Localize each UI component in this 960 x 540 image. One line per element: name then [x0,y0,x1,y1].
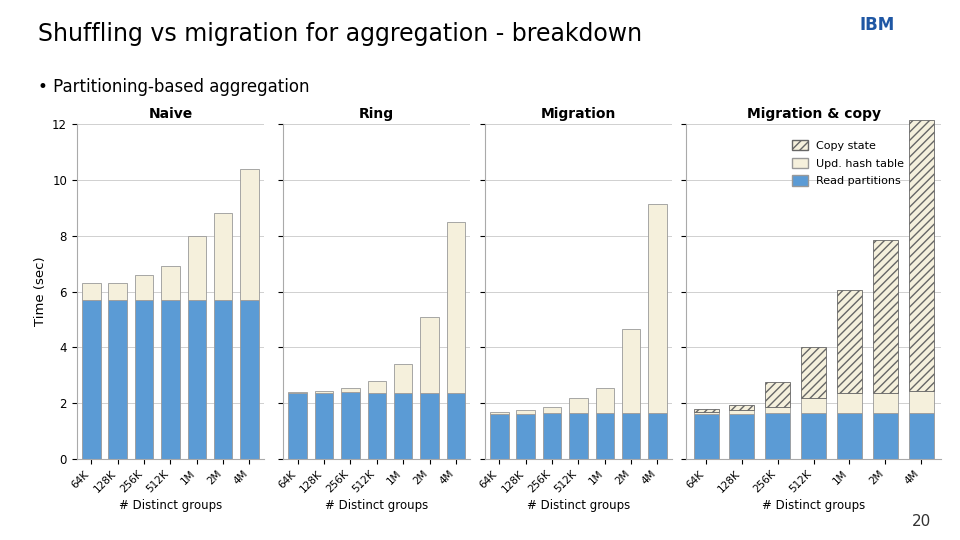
Bar [187,300,206,459]
Bar [765,382,790,407]
Bar [542,413,562,459]
Bar [873,394,898,413]
Bar [730,414,755,459]
Bar [368,381,386,394]
Bar [801,413,827,459]
Bar [908,413,934,459]
Text: IBM: IBM [859,16,895,34]
Bar [108,283,127,300]
Bar [765,413,790,459]
Text: Migration & copy: Migration & copy [747,107,880,121]
Bar [648,413,667,459]
Bar [801,347,827,397]
Bar [622,413,640,459]
Bar [341,388,360,392]
Bar [516,410,535,414]
X-axis label: # Distinct groups: # Distinct groups [762,499,865,512]
Bar [341,392,360,459]
Bar [420,316,439,394]
Bar [837,394,862,413]
Bar [801,397,827,413]
Bar [516,414,535,459]
Bar [693,411,719,414]
Bar [240,169,259,300]
Legend: Copy state, Upd. hash table, Read partitions: Copy state, Upd. hash table, Read partit… [788,137,908,190]
Y-axis label: Time (sec): Time (sec) [34,257,46,326]
Bar [908,120,934,390]
Bar [730,410,755,414]
Bar [187,236,206,300]
X-axis label: # Distinct groups: # Distinct groups [119,499,222,512]
Bar [837,290,862,394]
Bar [648,204,667,413]
Bar [446,222,466,394]
Text: • Partitioning-based aggregation: • Partitioning-based aggregation [38,78,310,96]
Bar [394,364,413,394]
X-axis label: # Distinct groups: # Distinct groups [527,499,630,512]
Bar [240,300,259,459]
Text: Shuffling vs migration for aggregation - breakdown: Shuffling vs migration for aggregation -… [38,22,642,45]
Bar [873,240,898,394]
Bar [288,394,307,459]
Bar [622,329,640,413]
Text: 20: 20 [912,514,931,529]
Bar [569,397,588,413]
Bar [134,300,154,459]
Bar [490,414,509,459]
Bar [214,213,232,300]
Bar [161,267,180,300]
Text: Ring: Ring [359,107,395,121]
Bar [315,393,333,459]
Text: Migration: Migration [540,107,616,121]
Bar [569,413,588,459]
Text: Naive: Naive [148,107,193,121]
Bar [161,300,180,459]
Bar [420,394,439,459]
Bar [134,275,154,300]
Bar [595,413,614,459]
Bar [873,413,898,459]
Bar [108,300,127,459]
Bar [82,283,101,300]
Bar [908,390,934,413]
Bar [446,394,466,459]
Bar [288,392,307,394]
Bar [315,391,333,393]
Bar [82,300,101,459]
Bar [837,413,862,459]
Bar [214,300,232,459]
X-axis label: # Distinct groups: # Distinct groups [325,499,428,512]
Bar [693,409,719,411]
Bar [693,414,719,459]
Bar [730,404,755,410]
Bar [368,394,386,459]
Bar [490,411,509,414]
Bar [542,407,562,413]
Bar [765,407,790,413]
Bar [595,388,614,413]
Bar [394,394,413,459]
